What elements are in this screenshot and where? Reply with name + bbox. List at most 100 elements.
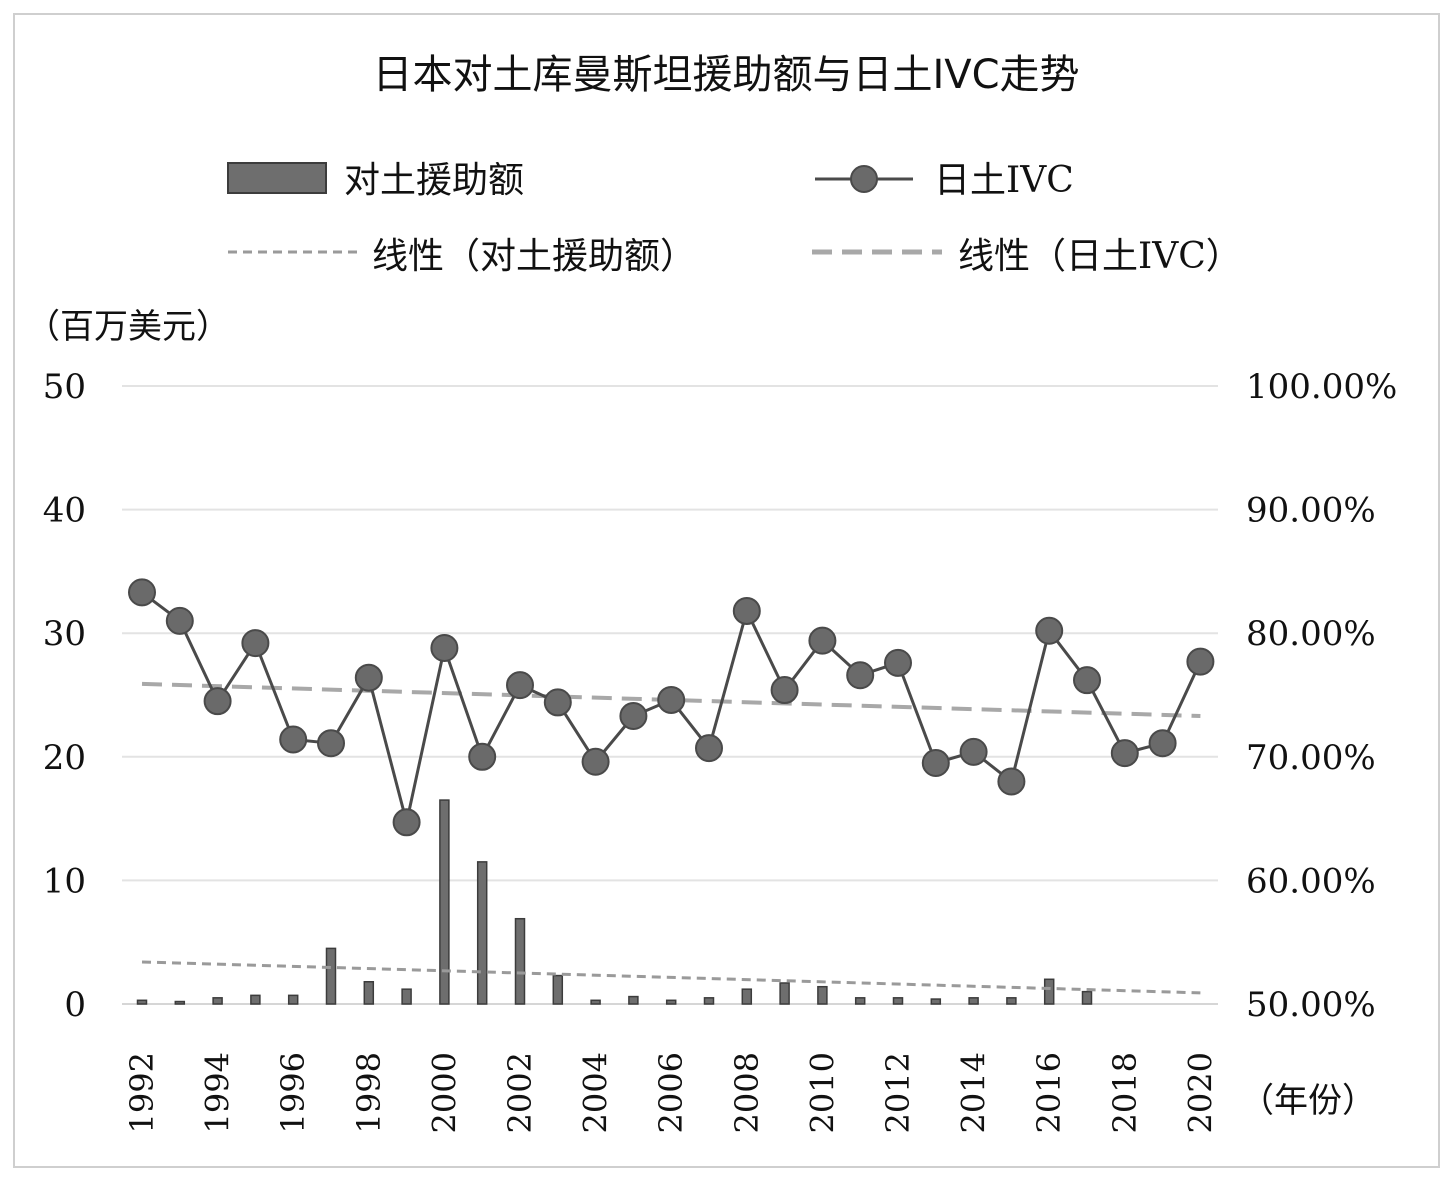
ivc-point bbox=[581, 747, 610, 776]
legend: 对土援助额 日土IVC 线性（对土援助额） 线性（日土IVC） bbox=[227, 160, 1242, 277]
x-tick-label: 1992 bbox=[123, 1052, 161, 1133]
aid-trend-line bbox=[141, 960, 1201, 995]
aid-bar bbox=[665, 999, 677, 1005]
aid-bar bbox=[892, 997, 904, 1005]
aid-bar bbox=[476, 861, 488, 1005]
aid-bar bbox=[325, 947, 337, 1005]
x-axis-unit-label: （年份） bbox=[1240, 1081, 1376, 1121]
aid-bar bbox=[930, 998, 942, 1005]
aid-bar bbox=[779, 982, 790, 1005]
aid-bar bbox=[552, 974, 564, 1005]
ivc-point bbox=[203, 687, 232, 716]
y2-tick-label: 90.00% bbox=[1246, 491, 1376, 531]
ivc-point bbox=[165, 606, 194, 635]
ivc-point bbox=[392, 808, 421, 837]
x-tick-label: 2014 bbox=[955, 1052, 993, 1133]
ivc-point bbox=[695, 734, 723, 763]
ivc-point bbox=[619, 702, 648, 731]
y-tick-label: 10 bbox=[43, 861, 86, 901]
legend-line-marker bbox=[850, 165, 878, 193]
ivc-point bbox=[1073, 666, 1101, 695]
x-tick-label: 2000 bbox=[425, 1052, 463, 1133]
ivc-point bbox=[997, 767, 1026, 796]
legend-line-label: 日土IVC bbox=[934, 160, 1074, 201]
aid-bar bbox=[741, 988, 753, 1005]
y2-tick-label: 80.00% bbox=[1246, 614, 1376, 654]
x-tick-label: 2008 bbox=[728, 1052, 766, 1133]
y-tick-label: 0 bbox=[64, 985, 86, 1025]
aid-bar bbox=[1081, 990, 1093, 1005]
chart-frame bbox=[13, 13, 1440, 1168]
legend-bar-swatch bbox=[227, 162, 327, 194]
y-tick-label: 30 bbox=[43, 614, 86, 654]
y2-tick-label: 100.00% bbox=[1246, 367, 1397, 407]
x-tick-label: 2018 bbox=[1106, 1052, 1144, 1133]
ivc-point bbox=[1186, 647, 1215, 676]
x-tick-label: 2012 bbox=[879, 1052, 917, 1133]
x-tick-label: 2004 bbox=[577, 1052, 615, 1133]
y-tick-label: 40 bbox=[43, 491, 86, 531]
ivc-point bbox=[846, 661, 875, 690]
ivc-point bbox=[808, 626, 837, 655]
x-tick-label: 1998 bbox=[350, 1052, 388, 1133]
aid-bar bbox=[628, 995, 639, 1005]
ivc-point bbox=[770, 676, 799, 705]
aid-bar bbox=[401, 988, 412, 1005]
aid-bar bbox=[250, 994, 261, 1005]
aid-bar bbox=[1006, 997, 1017, 1005]
aid-bar bbox=[174, 1000, 186, 1005]
ivc-point bbox=[1110, 739, 1139, 768]
ivc-point bbox=[506, 671, 534, 700]
ivc-point bbox=[884, 648, 912, 677]
chart-title: 日本对土库曼斯坦援助额与日土IVC走势 bbox=[372, 52, 1079, 98]
x-tick-label: 2006 bbox=[652, 1052, 690, 1133]
ivc-point bbox=[732, 596, 761, 625]
x-tick-label: 2010 bbox=[803, 1052, 841, 1133]
y2-axis-ticks: 50.00% 60.00% 70.00% 80.00% 90.00% 100.00% bbox=[1246, 367, 1397, 1025]
y-tick-label: 20 bbox=[43, 738, 86, 778]
x-tick-label: 1994 bbox=[199, 1052, 237, 1133]
y2-tick-label: 70.00% bbox=[1246, 738, 1376, 778]
aid-bar bbox=[514, 917, 526, 1005]
y2-tick-label: 50.00% bbox=[1246, 985, 1376, 1025]
aid-bar bbox=[854, 997, 866, 1005]
aid-bar bbox=[1043, 978, 1055, 1005]
legend-trend-bar-label: 线性（对土援助额） bbox=[372, 236, 696, 277]
y2-tick-label: 60.00% bbox=[1246, 861, 1376, 901]
ivc-point bbox=[1148, 729, 1177, 758]
bar-series bbox=[136, 799, 1093, 1005]
ivc-point bbox=[959, 737, 988, 766]
aid-bar bbox=[212, 997, 223, 1005]
x-axis-ticks: 1992 1994 1996 1998 2000 2002 2004 2006 2008 2010… bbox=[123, 1052, 1219, 1133]
x-tick-label: 2002 bbox=[501, 1052, 539, 1133]
y-axis-unit-label: （百万美元） bbox=[26, 307, 230, 347]
legend-bar-label: 对土援助额 bbox=[344, 160, 524, 201]
x-tick-label: 2016 bbox=[1030, 1052, 1068, 1133]
aid-bar bbox=[703, 997, 715, 1005]
aid-bar bbox=[439, 799, 450, 1005]
ivc-point bbox=[317, 729, 345, 758]
ivc-point bbox=[241, 629, 270, 658]
ivc-series bbox=[128, 578, 1215, 837]
aid-bar bbox=[817, 985, 828, 1005]
ivc-point bbox=[657, 685, 686, 714]
legend-trend-line-label: 线性（日土IVC） bbox=[958, 236, 1242, 277]
y-tick-label: 50 bbox=[43, 367, 86, 407]
ivc-point bbox=[430, 634, 459, 663]
ivc-point bbox=[1035, 616, 1064, 645]
aid-bar bbox=[363, 981, 375, 1005]
ivc-point bbox=[128, 578, 156, 607]
aid-bar bbox=[968, 997, 979, 1005]
aid-bar bbox=[590, 999, 601, 1005]
x-tick-label: 2020 bbox=[1181, 1052, 1219, 1133]
aid-bar bbox=[287, 994, 299, 1005]
ivc-point bbox=[468, 742, 497, 771]
ivc-point bbox=[543, 688, 572, 717]
ivc-point bbox=[279, 725, 308, 754]
aid-bar bbox=[136, 999, 148, 1005]
y-axis-ticks: 0 10 20 30 40 50 bbox=[43, 367, 86, 1025]
ivc-point bbox=[354, 663, 383, 692]
ivc-point bbox=[921, 748, 950, 777]
